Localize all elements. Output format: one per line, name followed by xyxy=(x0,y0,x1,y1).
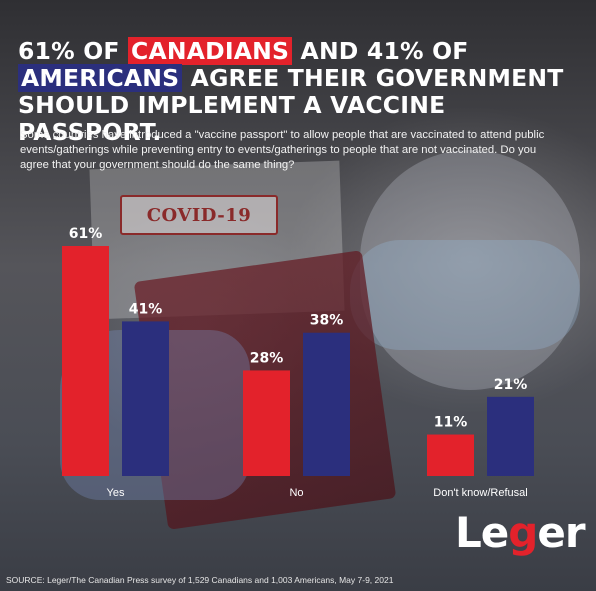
data-label-americans-1: 38% xyxy=(310,313,344,329)
leger-logo: Leger xyxy=(455,508,586,557)
source-note: SOURCE: Leger/The Canadian Press survey … xyxy=(6,575,394,585)
headline: 61% of Canadians and 41% of Americans ag… xyxy=(18,37,578,146)
headline-part-3: agree their government should implement … xyxy=(18,64,564,146)
data-label-canadians-0: 61% xyxy=(69,226,103,242)
background-face xyxy=(360,150,580,390)
data-label-americans-0: 41% xyxy=(129,301,163,317)
headline-part-2: and 41% of xyxy=(292,37,469,65)
bar-canadians-2 xyxy=(427,434,474,476)
data-label-canadians-2: 11% xyxy=(434,415,468,431)
category-label-2: Don't know/Refusal xyxy=(433,487,527,499)
category-label-1: No xyxy=(289,487,303,499)
bar-canadians-1 xyxy=(243,370,290,476)
data-label-canadians-1: 28% xyxy=(250,350,284,366)
headline-americans: Americans xyxy=(18,64,183,92)
bar-canadians-0 xyxy=(62,246,109,476)
category-label-0: Yes xyxy=(107,487,125,499)
bar-americans-2 xyxy=(487,396,534,476)
background-mask xyxy=(350,240,580,350)
headline-canadians: Canadians xyxy=(128,37,293,65)
bar-americans-1 xyxy=(303,332,350,476)
headline-part-1: 61% of xyxy=(18,37,129,65)
data-label-americans-2: 21% xyxy=(494,377,528,393)
bar-americans-0 xyxy=(122,321,169,476)
covid-stamp: COVID-19 xyxy=(120,195,278,235)
survey-question: Some countries have introduced a "vaccin… xyxy=(20,129,545,171)
